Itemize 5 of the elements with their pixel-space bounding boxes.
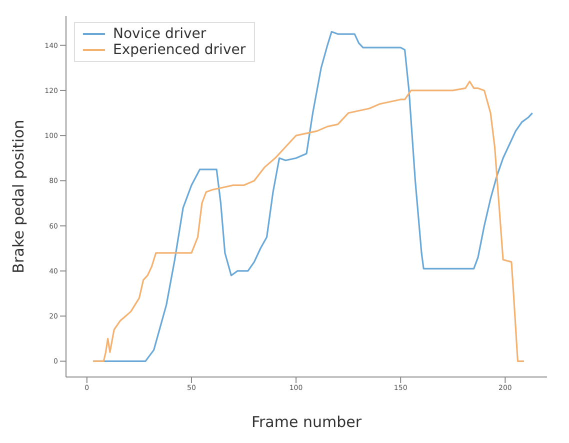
line-series — [92, 80, 525, 362]
legend-label: Novice driver — [113, 26, 206, 42]
x-axis-title: Frame number — [251, 413, 362, 431]
y-axis-title: Brake pedal position — [9, 120, 28, 274]
legend-label: Experienced driver — [113, 42, 246, 58]
